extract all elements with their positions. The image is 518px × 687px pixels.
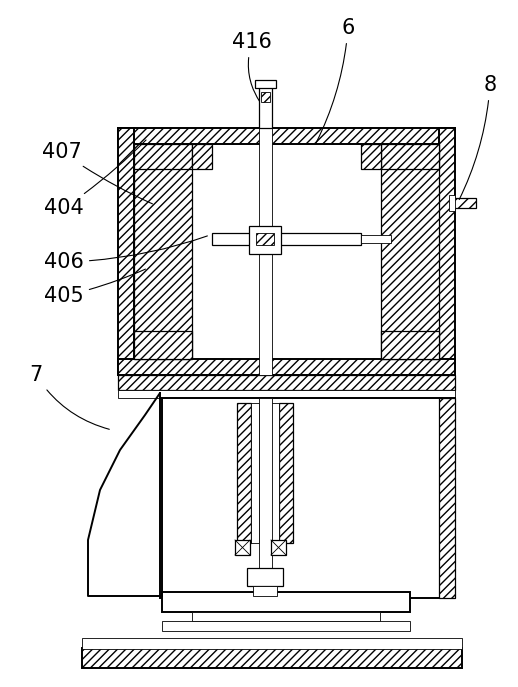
Bar (160, 398, 455, 598)
Bar (271, 403, 279, 543)
Bar (235, 540, 250, 555)
Bar (261, 92, 270, 102)
Bar (253, 586, 277, 596)
Bar (256, 233, 274, 245)
Text: 407: 407 (42, 142, 152, 204)
Bar (449, 195, 455, 211)
Bar (279, 403, 293, 543)
Bar (134, 144, 192, 169)
Text: 6: 6 (316, 18, 355, 142)
Bar (118, 375, 455, 390)
Bar (249, 226, 281, 254)
Bar (237, 403, 251, 543)
Bar (192, 144, 212, 169)
Bar (118, 128, 455, 144)
Bar (361, 144, 381, 169)
Bar (439, 398, 455, 598)
Bar (162, 592, 410, 612)
Bar (134, 331, 192, 359)
Bar (118, 390, 455, 398)
Bar (192, 612, 380, 621)
Bar (259, 86, 272, 128)
Bar (255, 80, 276, 88)
Bar (271, 540, 286, 555)
Text: 416: 416 (232, 32, 272, 103)
Bar (118, 359, 455, 375)
Bar (452, 198, 476, 208)
Bar (212, 233, 361, 245)
Text: 7: 7 (30, 365, 109, 429)
Text: 406: 406 (44, 236, 207, 272)
Text: 405: 405 (44, 269, 146, 306)
Bar (82, 648, 462, 668)
Bar (134, 144, 192, 359)
Text: 404: 404 (44, 140, 146, 218)
Bar (259, 128, 272, 375)
Text: 8: 8 (459, 75, 497, 199)
Bar (381, 331, 439, 359)
Bar (259, 398, 272, 576)
Bar (162, 621, 410, 631)
Bar (439, 128, 455, 375)
Bar (381, 144, 439, 169)
Bar (251, 403, 259, 543)
Bar (82, 638, 462, 649)
Bar (361, 235, 391, 243)
Bar (381, 144, 439, 359)
Bar (118, 128, 134, 375)
Bar (247, 568, 283, 586)
